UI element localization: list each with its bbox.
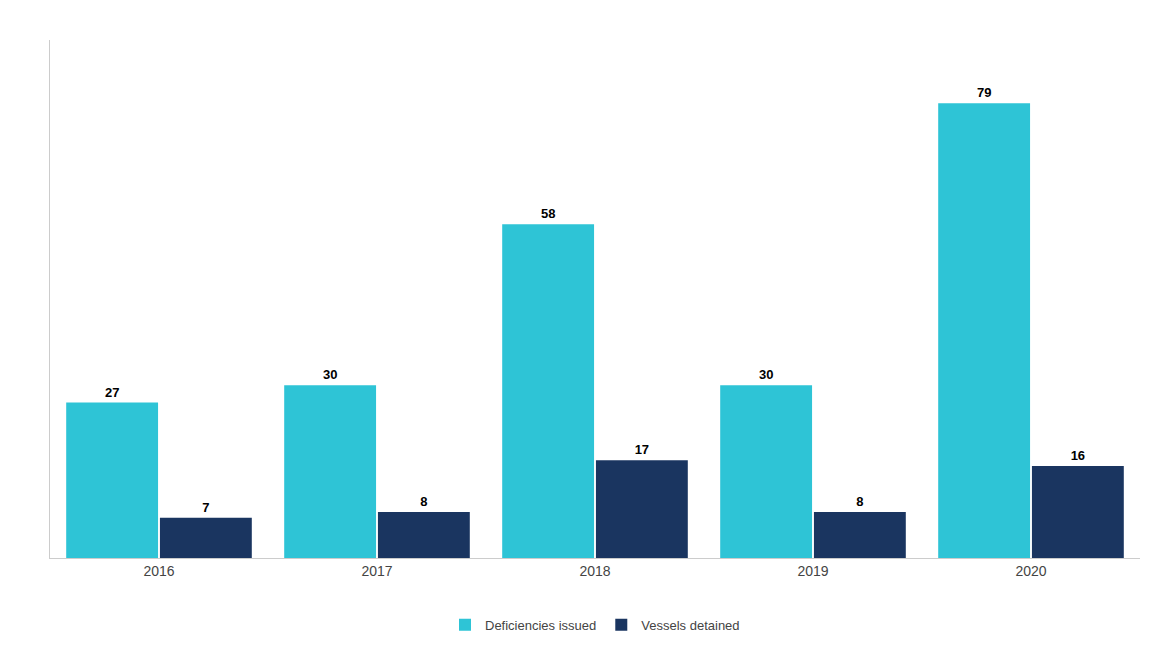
svg-text:2019: 2019 bbox=[797, 563, 828, 579]
svg-text:30: 30 bbox=[323, 367, 337, 382]
svg-text:2018: 2018 bbox=[579, 563, 610, 579]
svg-text:2016: 2016 bbox=[143, 563, 174, 579]
svg-text:16: 16 bbox=[1071, 448, 1085, 463]
svg-text:58: 58 bbox=[541, 206, 555, 221]
svg-text:8: 8 bbox=[420, 494, 427, 509]
svg-text:79: 79 bbox=[977, 85, 991, 100]
svg-text:2017: 2017 bbox=[361, 563, 392, 579]
svg-text:27: 27 bbox=[105, 385, 119, 400]
svg-text:Vessels detained: Vessels detained bbox=[641, 618, 739, 633]
svg-text:2020: 2020 bbox=[1015, 563, 1046, 579]
svg-text:30: 30 bbox=[759, 367, 773, 382]
svg-text:17: 17 bbox=[635, 442, 649, 457]
svg-text:Deficiencies issued: Deficiencies issued bbox=[485, 618, 596, 633]
svg-text:8: 8 bbox=[856, 494, 863, 509]
svg-text:7: 7 bbox=[202, 500, 209, 515]
